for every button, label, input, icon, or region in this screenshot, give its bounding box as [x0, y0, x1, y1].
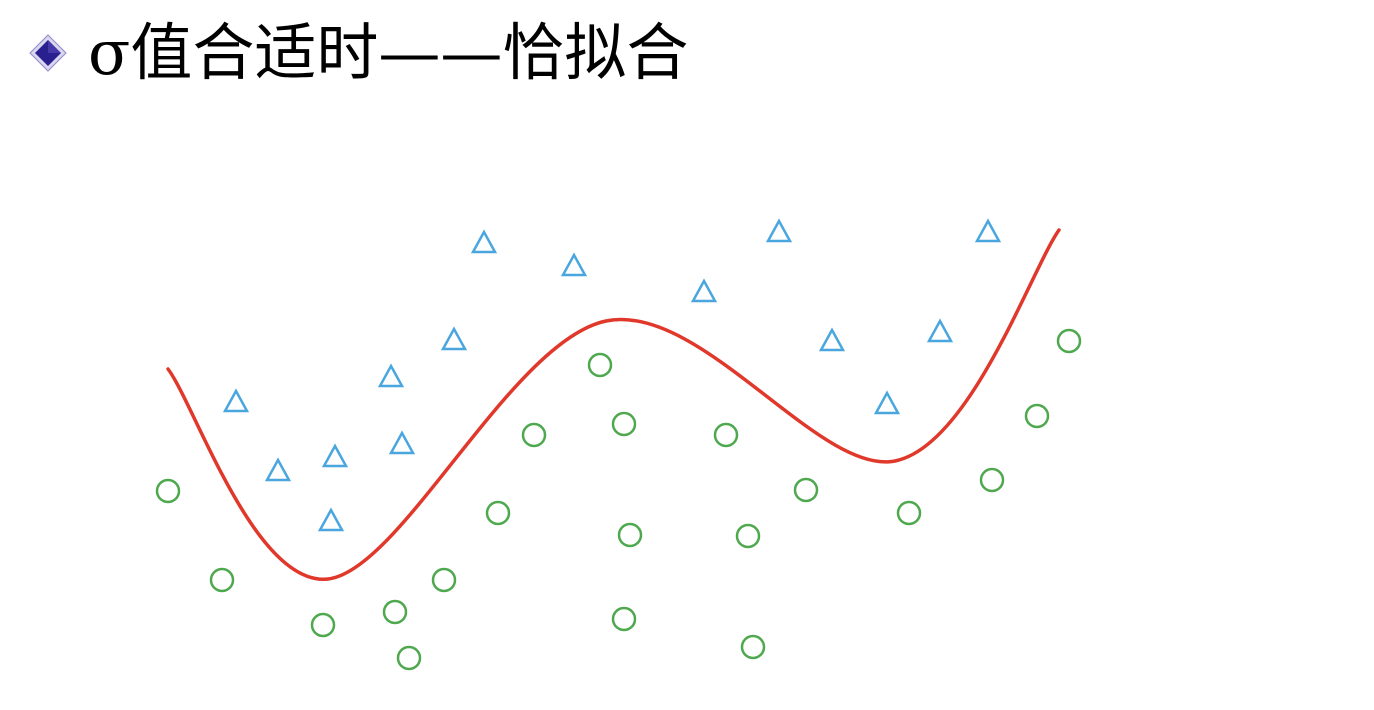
- circle-point: [587, 352, 613, 378]
- title-row: σ值合适时——恰拟合: [28, 8, 688, 98]
- circle-point: [431, 567, 457, 593]
- circle-point: [485, 500, 511, 526]
- circle-point: [209, 567, 235, 593]
- circle-point: [1056, 328, 1082, 354]
- triangle-point: [470, 229, 498, 254]
- triangle-point: [321, 443, 349, 468]
- sample-points: [155, 218, 1082, 671]
- diamond-bullet-icon: [29, 34, 67, 72]
- circle-point: [1024, 403, 1050, 429]
- triangle-point: [818, 327, 846, 352]
- circle-point: [155, 478, 181, 504]
- circle-point: [310, 612, 336, 638]
- circle-point: [396, 645, 422, 671]
- slide-title: σ值合适时——恰拟合: [88, 16, 689, 89]
- triangle-point: [317, 507, 345, 532]
- circle-point: [617, 522, 643, 548]
- circle-point: [896, 500, 922, 526]
- triangle-point: [388, 430, 416, 455]
- decision-boundary: [166, 228, 1061, 581]
- triangle-point: [222, 388, 250, 413]
- triangle-point: [765, 218, 793, 243]
- triangle-point: [264, 457, 292, 482]
- triangle-point: [974, 218, 1002, 243]
- circle-point: [979, 467, 1005, 493]
- circle-point: [382, 599, 408, 625]
- triangle-point: [690, 278, 718, 303]
- circle-point: [793, 477, 819, 503]
- triangle-point: [560, 252, 588, 277]
- triangle-point: [377, 363, 405, 388]
- circle-point: [740, 634, 766, 660]
- triangle-point: [926, 318, 954, 343]
- circle-point: [735, 523, 761, 549]
- triangle-point: [440, 326, 468, 351]
- circle-point: [611, 606, 637, 632]
- circle-point: [521, 422, 547, 448]
- circle-point: [713, 422, 739, 448]
- triangle-point: [873, 390, 901, 415]
- circle-point: [611, 411, 637, 437]
